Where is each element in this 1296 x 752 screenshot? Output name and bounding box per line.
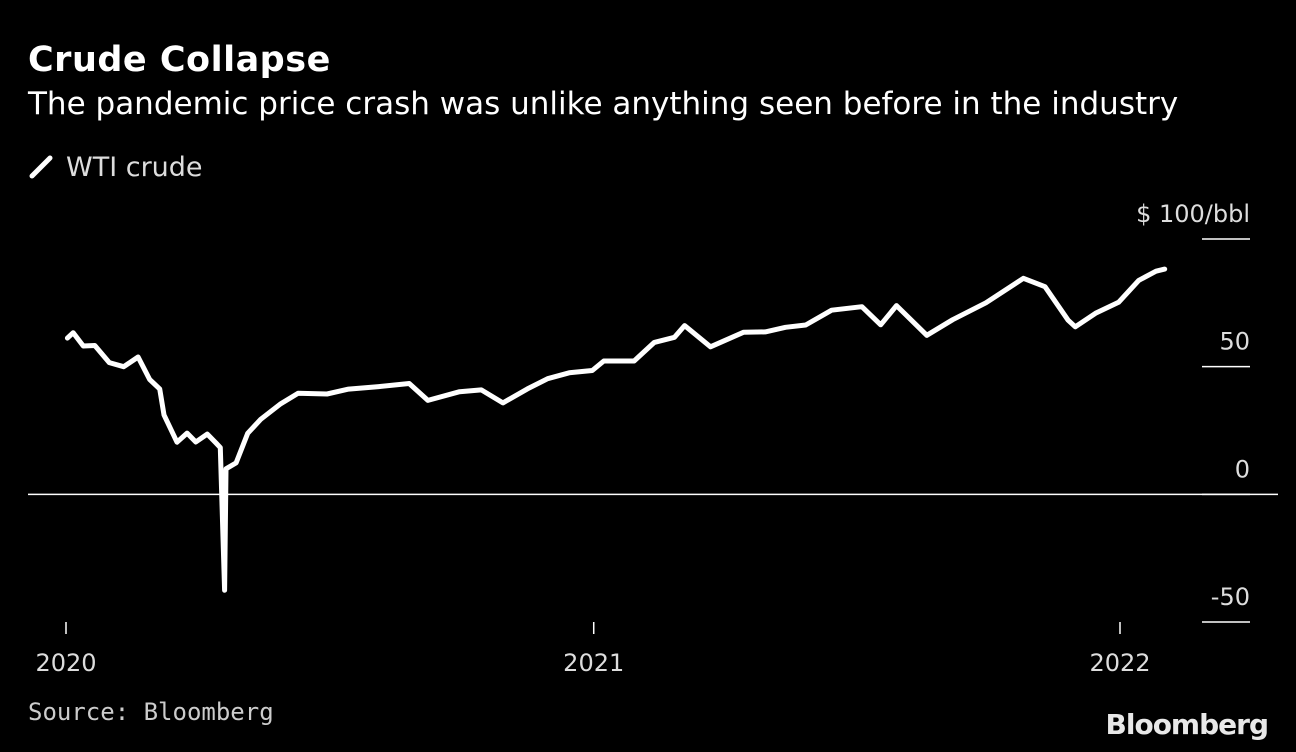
y-tick-label: 0 — [1235, 455, 1250, 483]
line-swatch-icon — [29, 155, 53, 179]
legend: WTI crude — [28, 150, 203, 184]
chart-subtitle: The pandemic price crash was unlike anyt… — [28, 86, 1179, 122]
bloomberg-logo: Bloomberg — [1105, 708, 1269, 741]
chart-title: Crude Collapse — [28, 40, 331, 80]
legend-label-wti-crude: WTI crude — [66, 151, 203, 183]
y-tick-label: -50 — [1211, 583, 1250, 611]
x-tick-label: 2022 — [1089, 649, 1150, 677]
y-tick-label: 50 — [1219, 328, 1250, 356]
x-tick-label: 2020 — [35, 649, 96, 677]
source-note: Source: Bloomberg — [28, 698, 274, 726]
x-tick-label: 2021 — [563, 649, 624, 677]
y-tick-label: $ 100/bbl — [1136, 200, 1250, 228]
series-line-wti-crude — [64, 266, 1168, 593]
